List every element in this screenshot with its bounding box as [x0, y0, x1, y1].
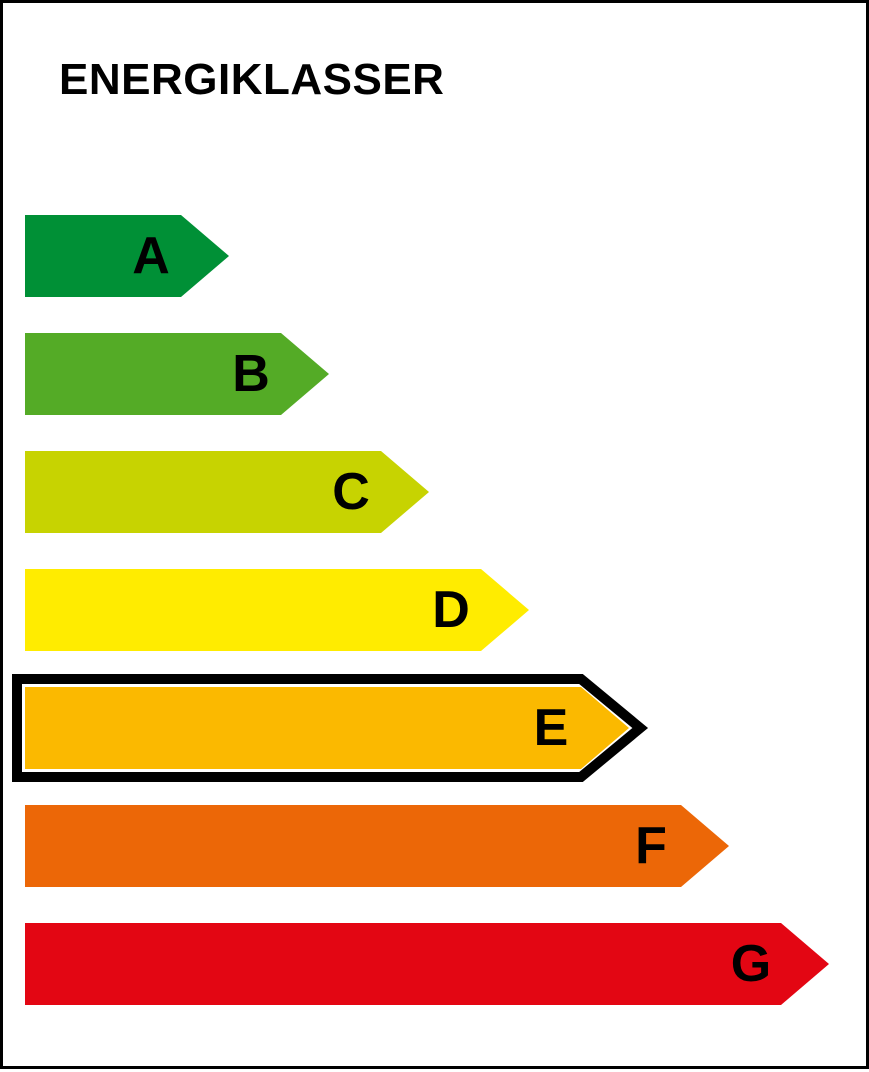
energy-arrow-label-e: E [534, 699, 569, 757]
energy-arrow-label-b: B [232, 345, 270, 403]
energy-arrow-label-f: F [635, 817, 667, 875]
energy-label-frame: ENERGIKLASSERABCDEFG [0, 0, 869, 1069]
energy-arrow-b [25, 333, 329, 415]
energy-arrow-label-a: A [132, 227, 170, 285]
energy-arrow-label-c: C [332, 463, 370, 521]
energy-arrow-a [25, 215, 229, 297]
energy-arrow-f [25, 805, 729, 887]
energy-arrows-chart: A B C D E F G [3, 3, 869, 1072]
energy-arrow-g [25, 923, 829, 1005]
energy-arrow-label-d: D [432, 581, 470, 639]
energy-arrow-label-g: G [731, 935, 771, 993]
